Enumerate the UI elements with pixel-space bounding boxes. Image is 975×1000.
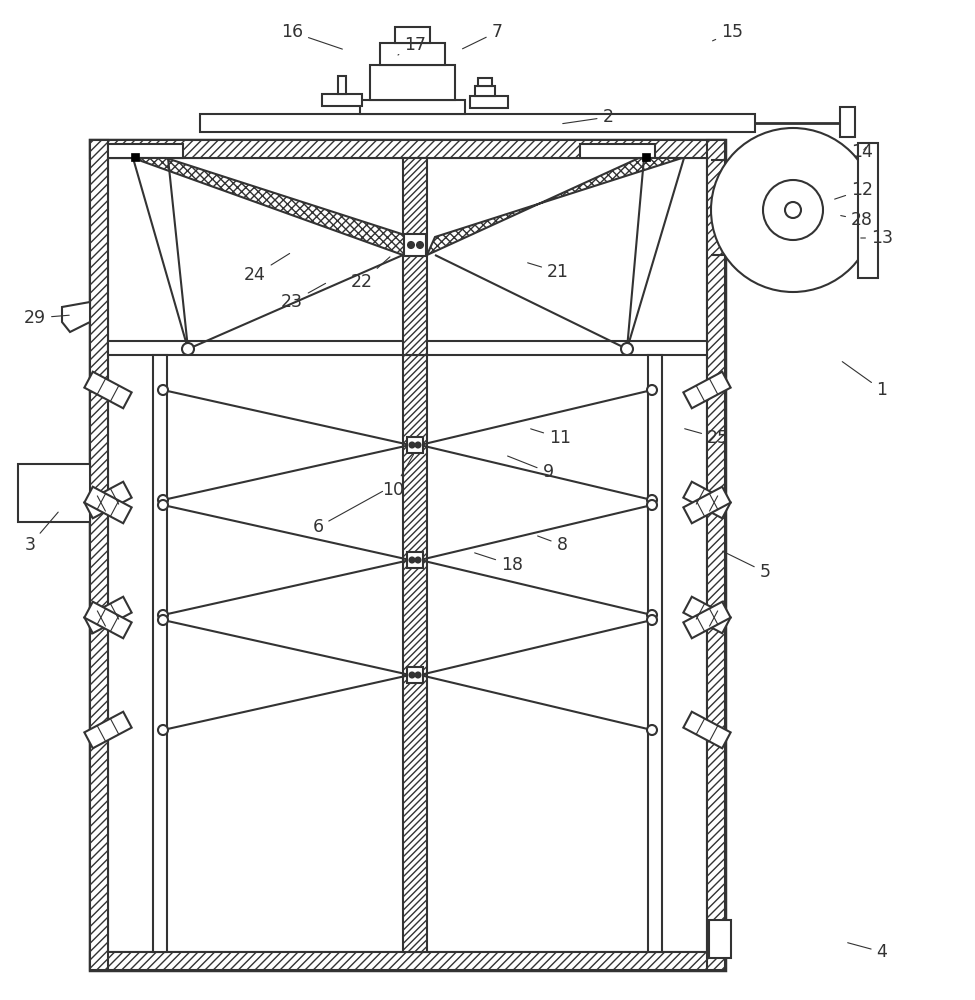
Polygon shape	[683, 712, 730, 748]
Bar	[407, 667, 423, 683]
Circle shape	[158, 385, 168, 395]
Circle shape	[621, 343, 633, 355]
Bar	[840, 107, 855, 137]
Text: 4: 4	[847, 943, 887, 961]
Bar	[404, 234, 426, 256]
Circle shape	[410, 442, 414, 448]
Bar	[90, 952, 725, 970]
Circle shape	[785, 202, 801, 218]
Circle shape	[763, 180, 823, 240]
Text: 17: 17	[398, 36, 426, 55]
Bar	[108, 341, 707, 355]
Bar	[403, 158, 427, 355]
Bar	[709, 920, 731, 958]
Text: 21: 21	[527, 263, 569, 281]
Bar	[403, 355, 427, 952]
Circle shape	[158, 610, 168, 620]
Circle shape	[415, 558, 420, 562]
Circle shape	[408, 242, 414, 248]
Bar	[380, 43, 445, 65]
Circle shape	[158, 500, 168, 510]
Bar	[707, 140, 725, 970]
Circle shape	[158, 725, 168, 735]
Text: 25: 25	[684, 429, 729, 447]
Circle shape	[417, 242, 423, 248]
Circle shape	[410, 672, 414, 678]
Bar	[108, 158, 707, 952]
Text: 15: 15	[713, 23, 743, 41]
Polygon shape	[683, 597, 730, 633]
Bar	[407, 552, 423, 568]
Bar	[131, 153, 139, 161]
Bar	[370, 65, 455, 100]
Text: 24: 24	[244, 253, 290, 284]
Bar	[200, 114, 755, 132]
Bar	[470, 96, 508, 108]
Circle shape	[647, 500, 657, 510]
Bar	[322, 94, 362, 106]
Circle shape	[415, 442, 420, 448]
Polygon shape	[85, 597, 132, 633]
Bar	[360, 100, 465, 114]
Text: 2: 2	[563, 108, 613, 126]
Text: 16: 16	[281, 23, 342, 49]
Text: 6: 6	[312, 491, 382, 536]
Bar	[478, 78, 492, 86]
Bar	[90, 140, 725, 158]
Bar	[18, 464, 90, 522]
Circle shape	[647, 610, 657, 620]
Text: 12: 12	[835, 181, 873, 199]
Bar	[407, 437, 423, 453]
Text: 10: 10	[382, 454, 413, 499]
Text: 13: 13	[861, 229, 893, 247]
Bar	[475, 86, 495, 96]
Text: 5: 5	[722, 551, 770, 581]
Circle shape	[647, 495, 657, 505]
Polygon shape	[683, 482, 730, 518]
Circle shape	[647, 385, 657, 395]
Text: 1: 1	[842, 362, 887, 399]
Polygon shape	[683, 602, 730, 638]
Polygon shape	[85, 372, 132, 408]
Circle shape	[182, 343, 194, 355]
Bar	[90, 140, 108, 970]
Text: 11: 11	[530, 429, 571, 447]
Bar	[395, 27, 430, 43]
Text: 9: 9	[508, 456, 554, 481]
Text: 28: 28	[840, 211, 873, 229]
Circle shape	[415, 672, 420, 678]
Circle shape	[647, 725, 657, 735]
Polygon shape	[427, 158, 682, 255]
Circle shape	[158, 495, 168, 505]
Bar	[90, 140, 725, 970]
Text: 14: 14	[851, 143, 873, 161]
Polygon shape	[133, 158, 411, 255]
Bar	[642, 153, 650, 161]
Polygon shape	[85, 602, 132, 638]
Text: 18: 18	[475, 553, 523, 574]
Polygon shape	[85, 712, 132, 748]
Text: 7: 7	[462, 23, 502, 49]
Circle shape	[410, 558, 414, 562]
Polygon shape	[85, 482, 132, 518]
Text: 8: 8	[537, 536, 567, 554]
Bar	[338, 76, 346, 94]
Bar	[153, 355, 167, 952]
Bar	[648, 355, 662, 952]
Polygon shape	[683, 372, 730, 408]
Text: 29: 29	[24, 309, 69, 327]
Polygon shape	[62, 302, 90, 332]
Text: 23: 23	[281, 283, 326, 311]
Circle shape	[158, 615, 168, 625]
Bar	[108, 144, 183, 158]
Text: 3: 3	[24, 512, 58, 554]
Circle shape	[711, 128, 875, 292]
Text: 22: 22	[351, 257, 390, 291]
Polygon shape	[85, 487, 132, 523]
Bar	[858, 143, 878, 278]
Bar	[580, 144, 655, 158]
Polygon shape	[683, 487, 730, 523]
Circle shape	[647, 615, 657, 625]
